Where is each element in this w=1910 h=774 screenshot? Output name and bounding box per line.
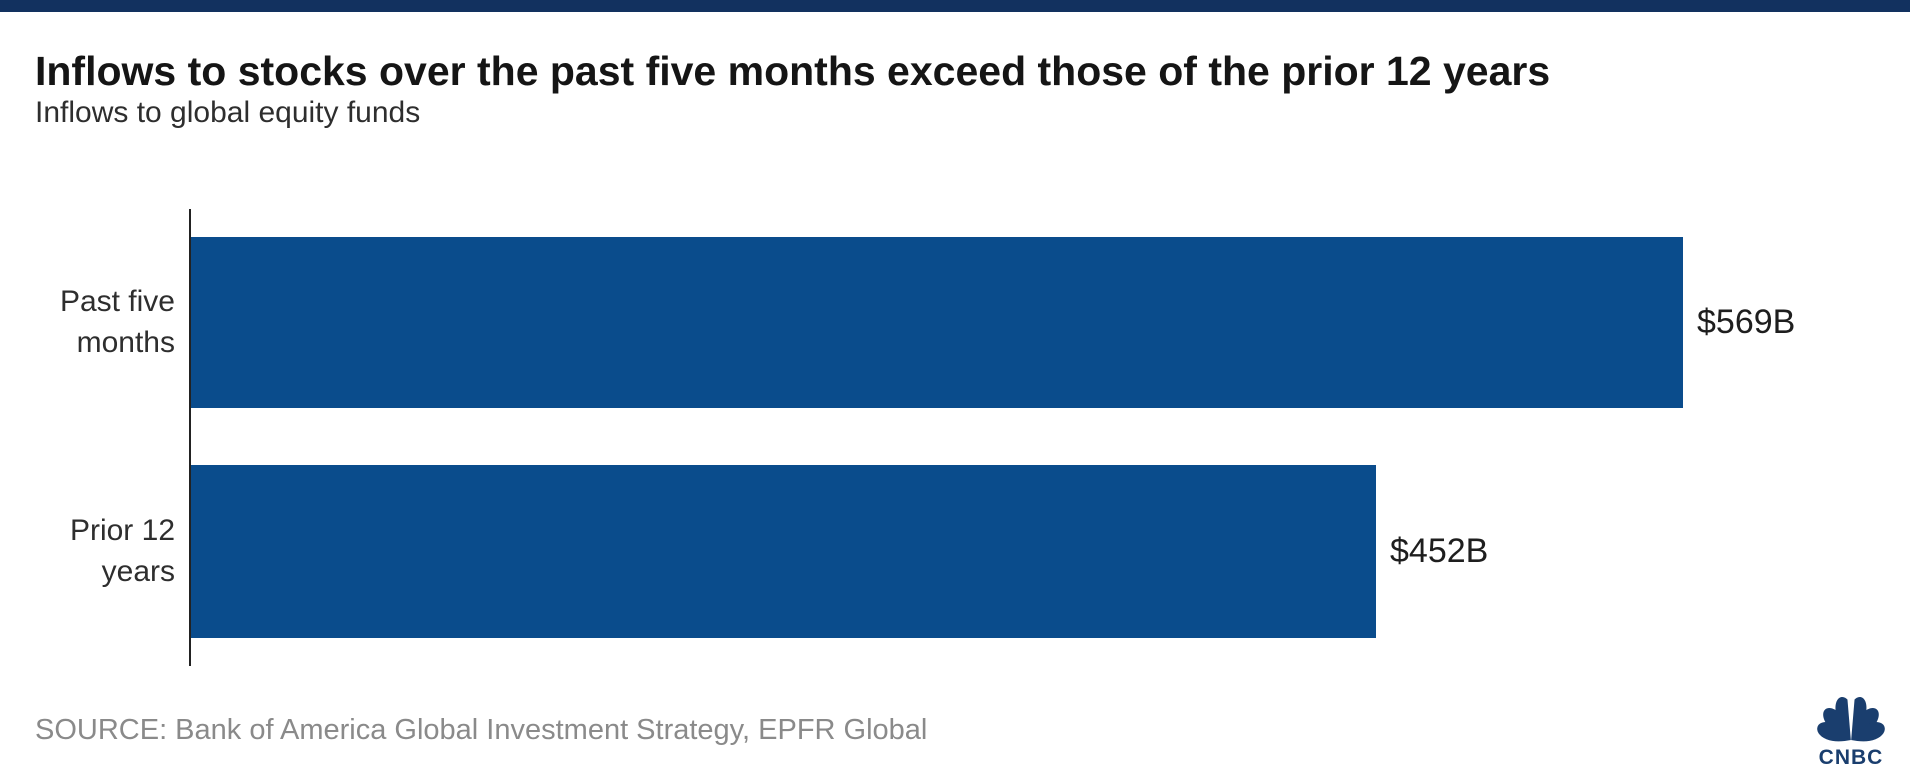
category-label: Prior 12 years bbox=[69, 514, 175, 588]
y-axis-line bbox=[189, 209, 191, 666]
bar bbox=[191, 237, 1683, 408]
cnbc-wordmark: CNBC bbox=[1819, 746, 1884, 768]
bar-row-past-five-months: Past five months $569B bbox=[0, 237, 1910, 408]
bar-row-prior-12-years: Prior 12 years $452B bbox=[0, 465, 1910, 638]
value-label: $569B bbox=[1697, 303, 1796, 341]
chart-subtitle: Inflows to global equity funds bbox=[35, 96, 421, 129]
category-label: Past five months bbox=[59, 285, 175, 359]
top-accent-bar bbox=[0, 0, 1910, 12]
bar bbox=[191, 465, 1376, 638]
value-label: $452B bbox=[1390, 532, 1489, 570]
cnbc-logo: CNBC bbox=[1817, 694, 1885, 768]
chart-title: Inflows to stocks over the past five mon… bbox=[35, 48, 1551, 94]
peacock-icon bbox=[1817, 694, 1885, 742]
source-attribution: SOURCE: Bank of America Global Investmen… bbox=[35, 714, 928, 746]
